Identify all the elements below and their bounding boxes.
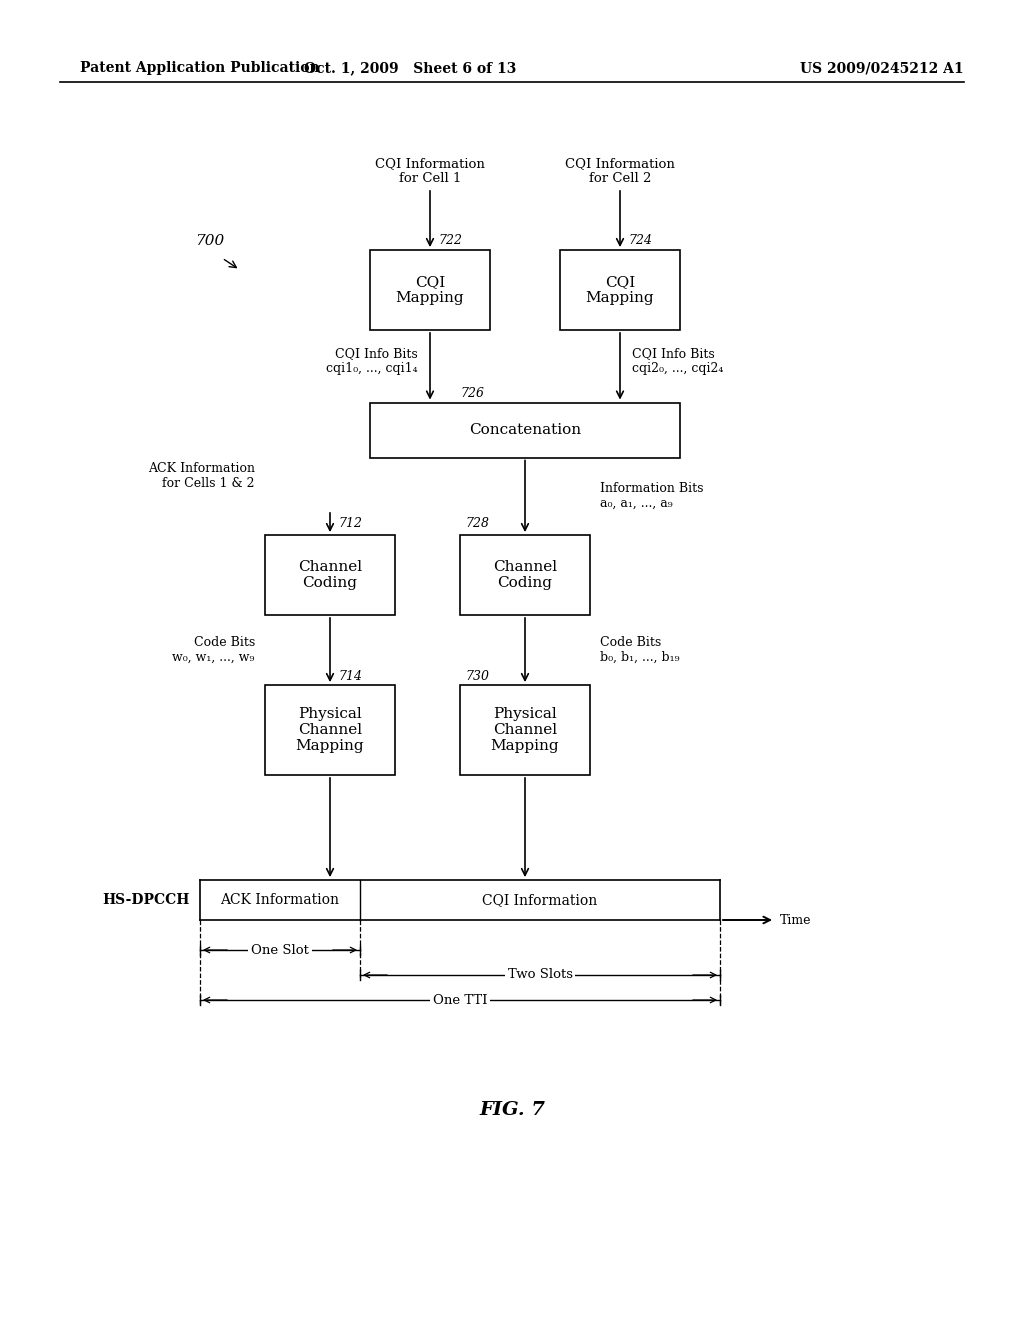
Text: FIG. 7: FIG. 7 [479, 1101, 545, 1119]
Text: Code Bits
b₀, b₁, ..., b₁₉: Code Bits b₀, b₁, ..., b₁₉ [600, 636, 680, 664]
Text: 700: 700 [195, 234, 224, 248]
Text: 722: 722 [438, 234, 462, 247]
Text: Physical
Channel
Mapping: Physical Channel Mapping [296, 706, 365, 754]
Bar [265, 685, 395, 775]
Text: Two Slots: Two Slots [508, 969, 572, 982]
Text: CQI Info Bits
cqi1₀, ..., cqi1₄: CQI Info Bits cqi1₀, ..., cqi1₄ [327, 347, 418, 375]
Text: Information Bits
a₀, a₁, ..., a₉: Information Bits a₀, a₁, ..., a₉ [600, 482, 703, 511]
Bar [560, 249, 680, 330]
Text: 726: 726 [460, 387, 484, 400]
Text: Concatenation: Concatenation [469, 422, 581, 437]
Text: CQI Information: CQI Information [482, 894, 598, 907]
Text: 730: 730 [465, 671, 489, 682]
Text: US 2009/0245212 A1: US 2009/0245212 A1 [800, 61, 964, 75]
Text: Oct. 1, 2009   Sheet 6 of 13: Oct. 1, 2009 Sheet 6 of 13 [304, 61, 516, 75]
Text: CQI Info Bits
cqi2₀, ..., cqi2₄: CQI Info Bits cqi2₀, ..., cqi2₄ [632, 347, 723, 375]
Text: 712: 712 [338, 517, 362, 531]
Text: Time: Time [780, 913, 811, 927]
Text: Physical
Channel
Mapping: Physical Channel Mapping [490, 706, 559, 754]
Text: One Slot: One Slot [251, 944, 309, 957]
Text: Channel
Coding: Channel Coding [493, 560, 557, 590]
Bar [460, 685, 590, 775]
Bar [460, 535, 590, 615]
Text: CQI
Mapping: CQI Mapping [586, 275, 654, 305]
Text: One TTI: One TTI [433, 994, 487, 1006]
Text: ACK Information: ACK Information [220, 894, 340, 907]
Bar [370, 249, 490, 330]
Text: 728: 728 [465, 517, 489, 531]
Text: 714: 714 [338, 671, 362, 682]
Text: HS-DPCCH: HS-DPCCH [102, 894, 190, 907]
Text: Code Bits
w₀, w₁, ..., w₉: Code Bits w₀, w₁, ..., w₉ [172, 636, 255, 664]
Text: 724: 724 [628, 234, 652, 247]
Bar [370, 403, 680, 458]
Text: CQI Information
for Cell 1: CQI Information for Cell 1 [375, 157, 485, 185]
Text: Patent Application Publication: Patent Application Publication [80, 61, 319, 75]
Text: CQI Information
for Cell 2: CQI Information for Cell 2 [565, 157, 675, 185]
Text: Channel
Coding: Channel Coding [298, 560, 362, 590]
Text: CQI
Mapping: CQI Mapping [395, 275, 464, 305]
Text: ACK Information
for Cells 1 & 2: ACK Information for Cells 1 & 2 [148, 462, 255, 490]
Bar [265, 535, 395, 615]
